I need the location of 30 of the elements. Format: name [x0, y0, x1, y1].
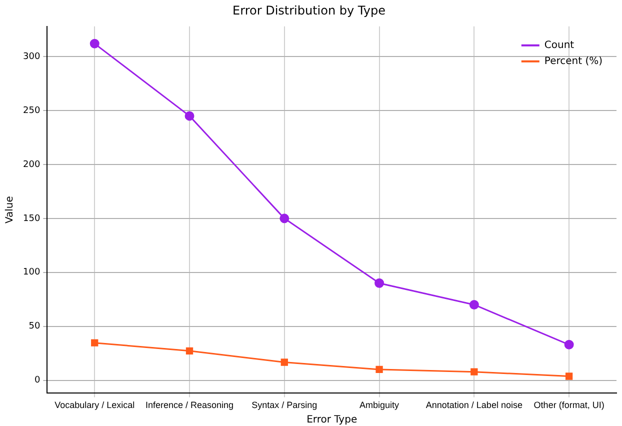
x-tick-label: Syntax / Parsing [252, 400, 318, 410]
x-tick-label: Other (format, UI) [534, 400, 604, 410]
point [186, 347, 194, 354]
point [564, 340, 574, 350]
point [90, 38, 100, 48]
y-axis-title: Value [4, 196, 16, 224]
point [280, 358, 288, 366]
point [184, 111, 194, 121]
point [280, 214, 290, 224]
y-tick-label: 0 [34, 376, 40, 386]
chart-title: Error Distribution by Type [232, 3, 386, 18]
y-tick-label: 300 [22, 52, 40, 62]
point [469, 300, 479, 310]
legend-label: Count [544, 40, 574, 51]
legend-label: Percent (%) [544, 56, 603, 67]
point [374, 278, 384, 288]
y-tick-label: 200 [22, 160, 40, 170]
x-tick-label: Vocabulary / Lexical [54, 400, 135, 410]
x-tick-label: Annotation / Label noise [426, 400, 522, 410]
point [565, 372, 573, 380]
point [376, 366, 383, 374]
y-tick-label: 150 [22, 214, 40, 224]
point [91, 339, 98, 346]
y-tick-label: 100 [22, 268, 40, 278]
x-tick-label: Ambiguity [360, 400, 400, 410]
y-tick-label: 250 [22, 106, 40, 116]
y-tick-label: 50 [28, 322, 40, 332]
x-axis-title: Error Type [306, 414, 358, 426]
x-tick-label: Inference / Reasoning [145, 400, 234, 410]
point [470, 368, 478, 376]
